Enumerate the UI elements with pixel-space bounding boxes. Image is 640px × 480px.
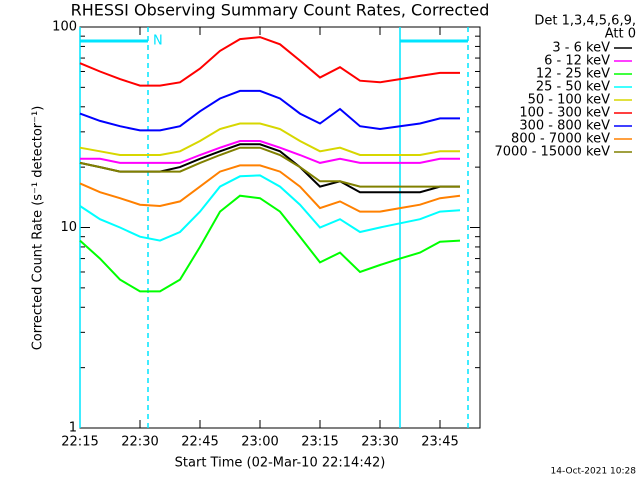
y-tick-label: 1 bbox=[69, 421, 77, 436]
series-line bbox=[79, 122, 460, 156]
x-tick-label: 22:15 bbox=[61, 435, 98, 450]
chart-title: RHESSI Observing Summary Count Rates, Co… bbox=[71, 1, 490, 20]
y-tick-label: 100 bbox=[52, 20, 77, 35]
legend-label: 50 - 100 keV bbox=[528, 93, 611, 108]
series-line bbox=[79, 89, 460, 132]
legend-header: Att 0 bbox=[605, 27, 636, 42]
x-tick-label: 22:30 bbox=[121, 435, 158, 450]
x-tick-label: 23:00 bbox=[241, 435, 278, 450]
x-tick-label: 23:15 bbox=[301, 435, 338, 450]
y-tick-label: 10 bbox=[60, 220, 77, 235]
legend-label: 25 - 50 keV bbox=[536, 80, 610, 95]
legend-label: 300 - 800 keV bbox=[519, 119, 610, 134]
legend-label: 800 - 7000 keV bbox=[511, 132, 610, 147]
series-line bbox=[79, 194, 461, 293]
footer: 14-Oct-2021 10:28 bbox=[551, 467, 637, 477]
x-tick-label: 23:45 bbox=[421, 435, 458, 450]
series-line bbox=[79, 164, 461, 213]
y-axis-label: Corrected Count Rate (s⁻¹ detector⁻¹) bbox=[31, 106, 46, 351]
series-line bbox=[79, 36, 460, 87]
x-tick-label: 22:45 bbox=[181, 435, 218, 450]
series-line bbox=[79, 146, 460, 188]
legend-header: Det 1,3,4,5,6,9, bbox=[534, 14, 636, 29]
interval-label: N bbox=[153, 34, 163, 49]
legend-label: 6 - 12 keV bbox=[544, 54, 610, 69]
x-axis-label: Start Time (02-Mar-10 22:14:42) bbox=[175, 456, 386, 471]
legend-label: 7000 - 15000 keV bbox=[495, 145, 611, 160]
series-line bbox=[79, 174, 461, 242]
x-tick-label: 23:30 bbox=[361, 435, 398, 450]
legend-label: 12 - 25 keV bbox=[536, 67, 610, 82]
legend-label: 3 - 6 keV bbox=[552, 41, 610, 56]
series-line bbox=[80, 140, 460, 164]
legend-label: 100 - 300 keV bbox=[519, 106, 610, 121]
